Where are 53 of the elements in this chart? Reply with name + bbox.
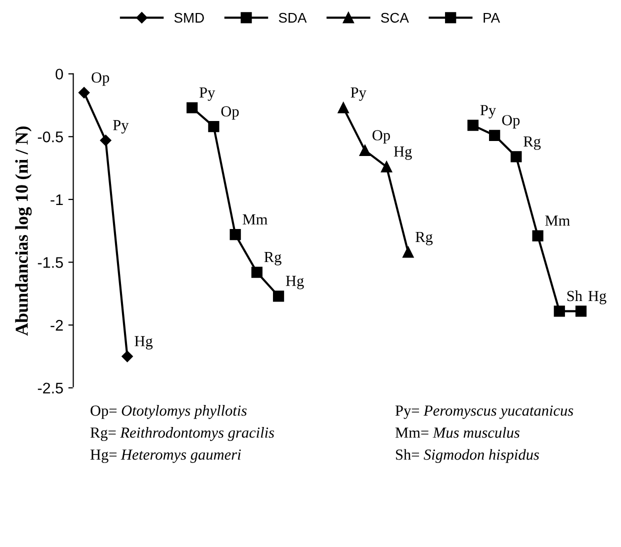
point bbox=[78, 87, 90, 98]
data-label: Py bbox=[480, 105, 496, 118]
text: Op= Ototylomys phyllotis bbox=[90, 405, 247, 419]
data-label: Sh bbox=[567, 290, 582, 302]
y-tick-label: 0 bbox=[56, 68, 63, 80]
data-label: Mm bbox=[242, 214, 268, 224]
point bbox=[186, 102, 198, 114]
text: Mm= Mus musculus bbox=[395, 427, 520, 438]
point bbox=[230, 229, 241, 240]
point bbox=[272, 290, 284, 302]
text: Py= Peromyscus yucatanicus bbox=[395, 406, 574, 419]
point bbox=[359, 144, 371, 156]
legend-label: PA bbox=[484, 13, 500, 23]
point bbox=[467, 120, 479, 131]
y-tick-label: -0.5 bbox=[38, 132, 63, 142]
data-label: Hg bbox=[134, 336, 153, 350]
point bbox=[338, 102, 349, 114]
point bbox=[381, 161, 392, 172]
data-label: Hg bbox=[588, 290, 606, 304]
data-label: Op bbox=[92, 72, 110, 86]
data-label: Mm bbox=[545, 216, 570, 226]
text: Rg= Reithrodontomys gracilis bbox=[90, 427, 274, 441]
data-label: Op bbox=[372, 130, 390, 144]
point bbox=[122, 350, 133, 362]
y-tick-label: -1 bbox=[50, 194, 63, 205]
point bbox=[532, 230, 544, 242]
point bbox=[100, 134, 112, 146]
y-tick-label: -2 bbox=[50, 320, 63, 331]
data-label: Py bbox=[199, 88, 216, 101]
point bbox=[402, 246, 414, 258]
data-label: Rg bbox=[264, 252, 282, 266]
data-label: Hg bbox=[286, 276, 304, 290]
y-axis-title: Abundancias log 10 (ni / N) bbox=[15, 126, 32, 336]
data-label: Hg bbox=[394, 146, 412, 160]
y-tick-label: -2.5 bbox=[38, 382, 63, 394]
legend-label: SDA bbox=[278, 12, 307, 23]
data-label: Op bbox=[502, 115, 520, 128]
point bbox=[554, 306, 565, 317]
text: Sh= Sigmodon hispidus bbox=[396, 449, 539, 463]
data-label: Rg bbox=[416, 232, 433, 246]
data-label: Rg bbox=[524, 136, 541, 150]
legend-label: SCA bbox=[381, 12, 409, 23]
legend-label: SMD bbox=[174, 12, 204, 23]
point bbox=[489, 130, 500, 141]
point bbox=[510, 151, 522, 162]
text: Hg= Heteromys gaumeri bbox=[90, 450, 241, 463]
point bbox=[251, 266, 262, 278]
data-label: Py bbox=[350, 88, 366, 101]
data-label: Py bbox=[113, 120, 129, 134]
data-label: Op bbox=[221, 106, 239, 120]
point bbox=[208, 121, 220, 132]
y-tick-label: -1.5 bbox=[38, 257, 63, 268]
point bbox=[575, 306, 587, 317]
